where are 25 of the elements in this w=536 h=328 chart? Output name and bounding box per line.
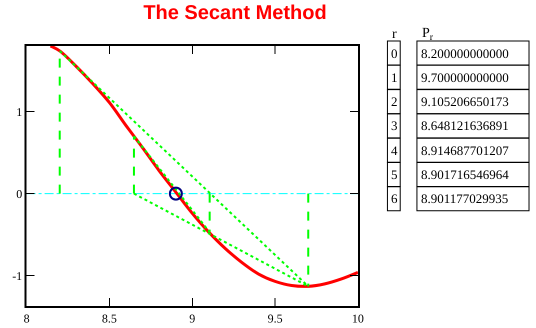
text: 3	[391, 118, 398, 133]
y-tick-label: -1	[12, 268, 22, 283]
text: 4	[391, 143, 398, 158]
y-tick-label: 0	[16, 186, 22, 201]
x-tick-label: 8	[24, 311, 30, 326]
x-tick-label: 10	[352, 311, 364, 326]
x-tick-label: 8.5	[102, 311, 117, 326]
x-tick-label: 9.5	[268, 311, 283, 326]
text: 8.901716546964	[421, 167, 510, 182]
text: 0	[391, 46, 398, 61]
text: 2	[391, 94, 398, 109]
x-tick-label: 9	[189, 311, 196, 326]
text: 8.648121636891	[421, 118, 509, 133]
text: 8.901177029935	[421, 191, 508, 206]
text: 1	[391, 70, 398, 85]
text: 6	[391, 191, 398, 206]
text: 8.914687701207	[421, 143, 510, 158]
text: 9.700000000000	[421, 70, 509, 85]
y-tick-label: 1	[16, 104, 22, 119]
text: 8.200000000000	[421, 46, 509, 61]
text: P$_{r}$	[422, 26, 434, 43]
text: 5	[391, 167, 398, 182]
text: r	[392, 27, 397, 42]
chart-title: The Secant Method	[143, 2, 327, 24]
text: 9.105206650173	[421, 94, 509, 109]
